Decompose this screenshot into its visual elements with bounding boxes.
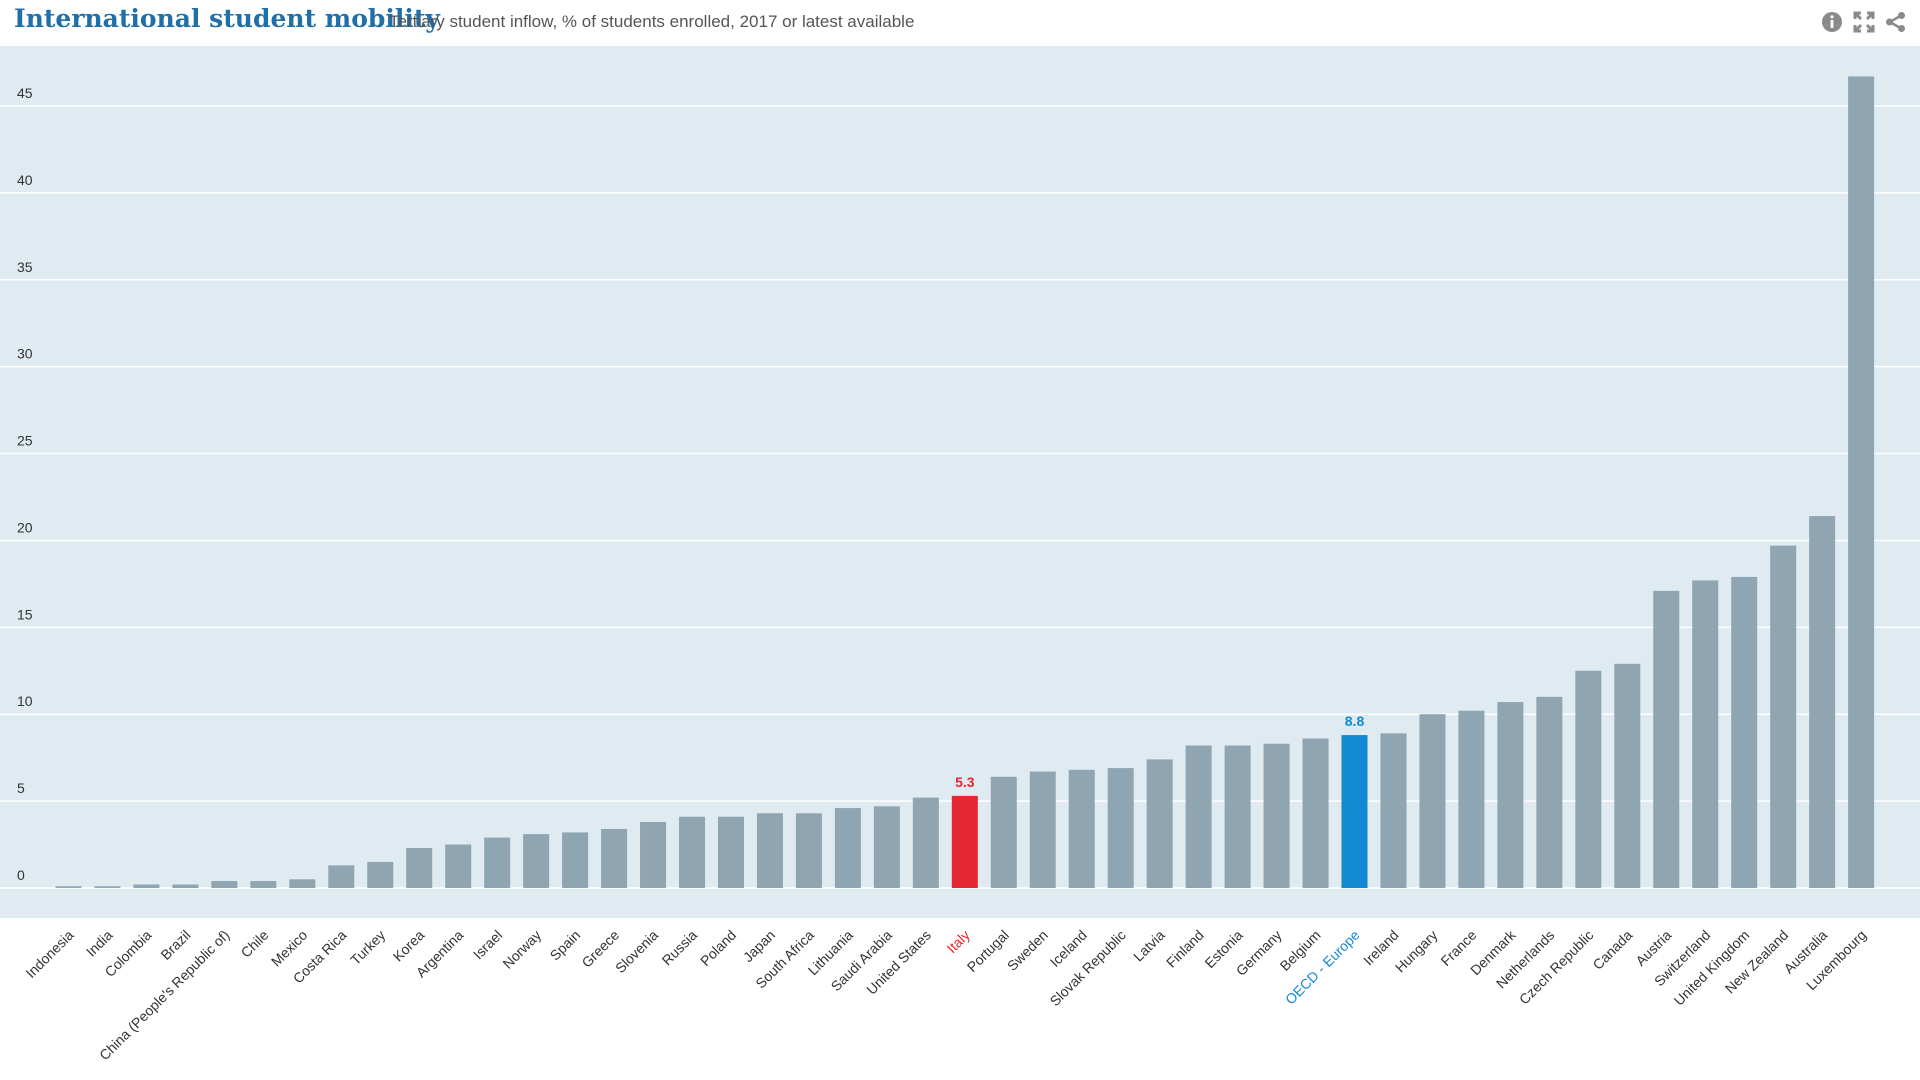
- bar[interactable]: [1380, 733, 1407, 888]
- bar[interactable]: [562, 832, 589, 888]
- y-tick-label: 5: [17, 780, 25, 796]
- x-tick-label: Sweden: [1004, 927, 1051, 974]
- bar[interactable]: [250, 881, 277, 888]
- y-tick-label: 30: [17, 346, 33, 362]
- x-tick-label: Norway: [499, 927, 544, 972]
- x-tick-label: Hungary: [1392, 927, 1441, 976]
- bar[interactable]: [1302, 738, 1329, 888]
- x-tick-label: Spain: [547, 927, 584, 964]
- bar[interactable]: [367, 861, 394, 888]
- x-tick-label: Russia: [659, 927, 701, 969]
- y-tick-label: 45: [17, 85, 33, 101]
- bar[interactable]: [1419, 714, 1446, 888]
- bar[interactable]: [1848, 76, 1875, 889]
- share-icon[interactable]: [1884, 10, 1908, 34]
- y-tick-label: 10: [17, 693, 33, 709]
- bar[interactable]: [1146, 759, 1173, 888]
- bar[interactable]: [1536, 696, 1563, 888]
- fullscreen-icon[interactable]: [1852, 10, 1876, 34]
- bar[interactable]: [94, 886, 121, 888]
- bar[interactable]: [445, 844, 472, 888]
- bar[interactable]: [406, 848, 433, 888]
- y-tick-label: 25: [17, 433, 33, 449]
- bar[interactable]: [1107, 768, 1134, 888]
- x-tick-label: Brazil: [157, 927, 193, 963]
- x-tick-label: Canada: [1589, 927, 1635, 973]
- y-tick-label: 35: [17, 259, 33, 275]
- bar[interactable]: [55, 886, 82, 888]
- y-tick-label: 20: [17, 519, 33, 535]
- bar[interactable]: [1731, 576, 1758, 888]
- bar[interactable]: [1497, 702, 1524, 888]
- bar[interactable]: [834, 808, 861, 888]
- bar[interactable]: [1263, 743, 1290, 888]
- x-tick-label: Finland: [1163, 927, 1207, 971]
- y-tick-label: 40: [17, 172, 33, 188]
- bar[interactable]: [640, 821, 667, 888]
- bar[interactable]: [1029, 771, 1056, 888]
- bar[interactable]: [1224, 745, 1251, 888]
- x-tick-label: Italy: [943, 927, 972, 956]
- bar[interactable]: [328, 865, 355, 888]
- bar[interactable]: [601, 828, 628, 888]
- x-tick-label: Chile: [238, 927, 272, 961]
- bar[interactable]: [912, 797, 939, 888]
- x-tick-label: India: [83, 927, 116, 960]
- y-tick-label: 0: [17, 867, 25, 883]
- bar[interactable]: [1692, 580, 1719, 888]
- chart-toolbar: [1820, 10, 1908, 34]
- bar[interactable]: [289, 879, 316, 888]
- bar[interactable]: [1185, 745, 1212, 888]
- x-tick-label: Indonesia: [22, 927, 76, 981]
- bar[interactable]: [133, 884, 160, 888]
- bar[interactable]: [1770, 545, 1797, 888]
- bar[interactable]: [990, 776, 1017, 888]
- x-tick-label: Turkey: [347, 927, 388, 968]
- x-tick-label: Poland: [697, 927, 739, 969]
- chart-header: International student mobility Tertiary …: [0, 0, 1920, 46]
- x-tick-label: Portugal: [964, 927, 1012, 975]
- x-tick-label: Slovenia: [612, 927, 661, 976]
- bar[interactable]: [211, 881, 238, 888]
- chart-title: International student mobility: [14, 4, 440, 33]
- bar[interactable]: [1458, 710, 1485, 888]
- bar[interactable]: [873, 806, 900, 888]
- bar[interactable]: [1614, 663, 1641, 888]
- x-tick-label: Israel: [470, 927, 506, 963]
- chart-subtitle: Tertiary student inflow, % of students e…: [389, 12, 915, 31]
- bar[interactable]: [1653, 590, 1680, 888]
- bar[interactable]: [679, 816, 706, 888]
- bar[interactable]: [1809, 516, 1836, 888]
- bar[interactable]: [172, 884, 199, 888]
- bar[interactable]: [1068, 769, 1095, 888]
- bar[interactable]: [951, 795, 978, 888]
- bar[interactable]: [523, 834, 550, 888]
- bar[interactable]: [484, 837, 511, 888]
- bar[interactable]: [756, 813, 783, 888]
- info-icon[interactable]: [1820, 10, 1844, 34]
- data-label: 5.3: [955, 774, 975, 790]
- bar[interactable]: [1341, 735, 1368, 888]
- bar[interactable]: [717, 816, 744, 888]
- bar[interactable]: [795, 813, 822, 888]
- data-label: 8.8: [1345, 713, 1365, 729]
- bar[interactable]: [1575, 670, 1602, 888]
- y-tick-label: 15: [17, 606, 33, 622]
